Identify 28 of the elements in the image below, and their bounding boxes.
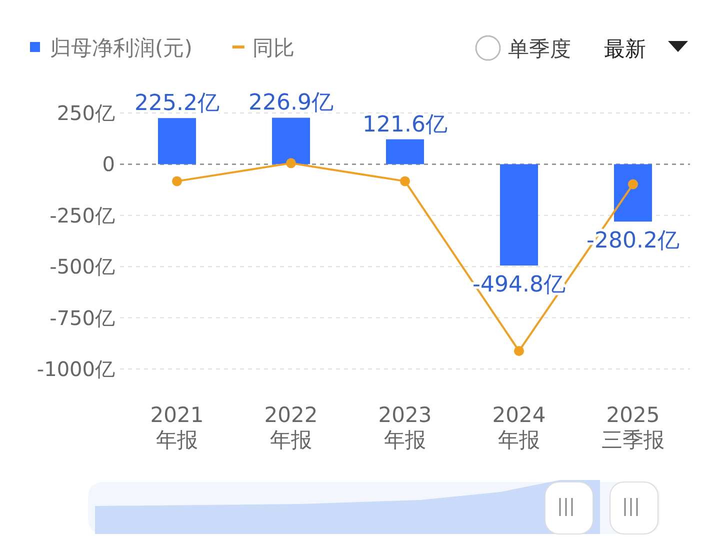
bar bbox=[272, 118, 310, 164]
bar bbox=[158, 118, 196, 164]
labels: 226.9亿 bbox=[248, 90, 334, 116]
point bbox=[400, 176, 410, 186]
bar bbox=[386, 139, 424, 164]
labels: 121.6亿 bbox=[362, 112, 448, 138]
point bbox=[514, 346, 524, 356]
legend-label: 同比 bbox=[252, 36, 294, 60]
labels: 225.2亿 bbox=[134, 91, 220, 116]
x-tick-label: 2025 三季报 bbox=[602, 403, 664, 452]
point bbox=[172, 176, 182, 186]
x-tick-label: 2023 年报 bbox=[378, 403, 432, 452]
x-tick-label: 2022 年报 bbox=[264, 403, 318, 452]
text: 单季度 bbox=[508, 37, 571, 61]
y-tick-label: -750亿 bbox=[50, 306, 115, 330]
y-tick-label: -1000亿 bbox=[36, 357, 115, 381]
x-tick-label: 2024 年报 bbox=[492, 403, 546, 452]
y-tick-label: 250亿 bbox=[56, 101, 115, 125]
y-tick-label: -250亿 bbox=[50, 203, 115, 228]
bar bbox=[614, 164, 652, 222]
point bbox=[286, 158, 296, 168]
bar bbox=[500, 164, 538, 266]
text: 最新 bbox=[604, 37, 646, 61]
y-tick-label: -500亿 bbox=[50, 254, 115, 279]
point bbox=[628, 179, 638, 190]
x-tick-label: 2021 年报 bbox=[150, 403, 204, 452]
legend-label: 归母净利润(元) bbox=[50, 36, 192, 60]
y-tick-label: 0 bbox=[102, 152, 115, 176]
